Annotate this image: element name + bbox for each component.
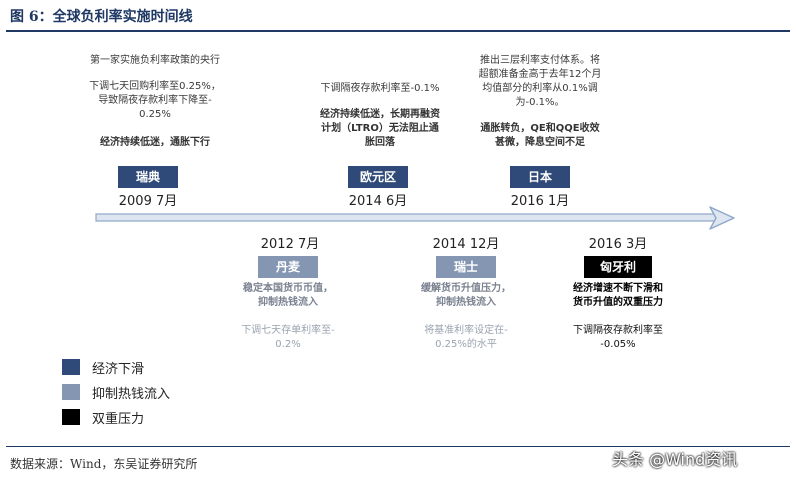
badge-japan: 日本	[510, 166, 570, 188]
eurozone-reason-1: 经济持续低迷，长期再融资	[320, 109, 440, 120]
badge-hungary: 匈牙利	[584, 256, 652, 278]
sweden-detail-2: 导致隔夜存款利率下降至-	[98, 95, 212, 106]
legend-label-dual-pressure: 双重压力	[92, 412, 145, 427]
japan-detail-2: 超额准备金高于去年12个月	[478, 69, 602, 80]
eurozone-detail: 下调隔夜存款利率至-0.1%	[320, 83, 440, 94]
sweden-detail-1: 下调七天回购利率至0.25%，	[89, 81, 221, 92]
japan-detail-4: 为-0.1%。	[515, 97, 565, 108]
japan-detail-3: 均值部分的利率从0.1%调	[482, 83, 598, 94]
denmark-reason-2: 抑制热钱流入	[258, 297, 318, 308]
hungary-detail-1: 下调隔夜存款利率至	[573, 325, 663, 336]
figure-title: 图 6：全球负利率实施时间线	[10, 9, 193, 25]
hungary-detail-2: -0.05%	[600, 339, 636, 350]
japan-detail-1: 推出三层利率支付体系。将	[480, 55, 600, 66]
legend-swatch-hot-money	[62, 384, 80, 400]
legend-swatch-economic-decline	[62, 359, 80, 375]
denmark-reason-1: 稳定本国货币币值，	[243, 283, 333, 294]
sweden-detail-3: 0.25%	[139, 109, 171, 120]
watermark: 头条 @Wind资讯	[612, 450, 738, 469]
hungary-reason-2: 货币升值的双重压力	[573, 297, 663, 308]
top-rule	[6, 30, 790, 32]
japan-reason-1: 通胀转负，QE和QQE收效	[480, 123, 600, 134]
legend-label-economic-decline: 经济下滑	[92, 362, 145, 377]
badge-eurozone: 欧元区	[348, 166, 408, 188]
bottom-rule	[6, 446, 790, 447]
source-note: 数据来源：Wind，东吴证券研究所	[10, 457, 198, 471]
badge-sweden: 瑞典	[118, 166, 178, 188]
japan-reason-2: 甚微，降息空间不足	[495, 137, 585, 148]
date-sweden: 2009 7月	[118, 194, 178, 209]
switzerland-reason-2: 抑制热钱流入	[436, 297, 496, 308]
denmark-detail-2: 0.2%	[275, 339, 301, 350]
sweden-first: 第一家实施负利率政策的央行	[90, 55, 220, 66]
date-switzerland: 2014 12月	[432, 237, 500, 252]
timeline-arrow	[95, 206, 735, 230]
switzerland-reason-1: 缓解货币升值压力，	[421, 283, 511, 294]
eurozone-reason-2: 计划（LTRO）无法阻止通	[321, 123, 439, 134]
denmark-detail-1: 下调七天存单利率至-	[241, 325, 335, 336]
switzerland-detail-2: 0.25%的水平	[435, 339, 497, 350]
hungary-reason-1: 经济增速不断下滑和	[573, 283, 663, 294]
date-japan: 2016 1月	[510, 194, 570, 209]
legend-swatch-dual-pressure	[62, 409, 80, 425]
eurozone-reason-3: 胀回落	[365, 137, 395, 148]
date-hungary: 2016 3月	[588, 237, 648, 252]
badge-switzerland: 瑞士	[436, 256, 496, 278]
switzerland-detail-1: 将基准利率设定在-	[424, 325, 508, 336]
sweden-reason: 经济持续低迷，通胀下行	[100, 137, 210, 148]
date-denmark: 2012 7月	[260, 237, 320, 252]
date-eurozone: 2014 6月	[348, 194, 408, 209]
legend-label-hot-money: 抑制热钱流入	[92, 387, 171, 402]
badge-denmark: 丹麦	[258, 256, 318, 278]
